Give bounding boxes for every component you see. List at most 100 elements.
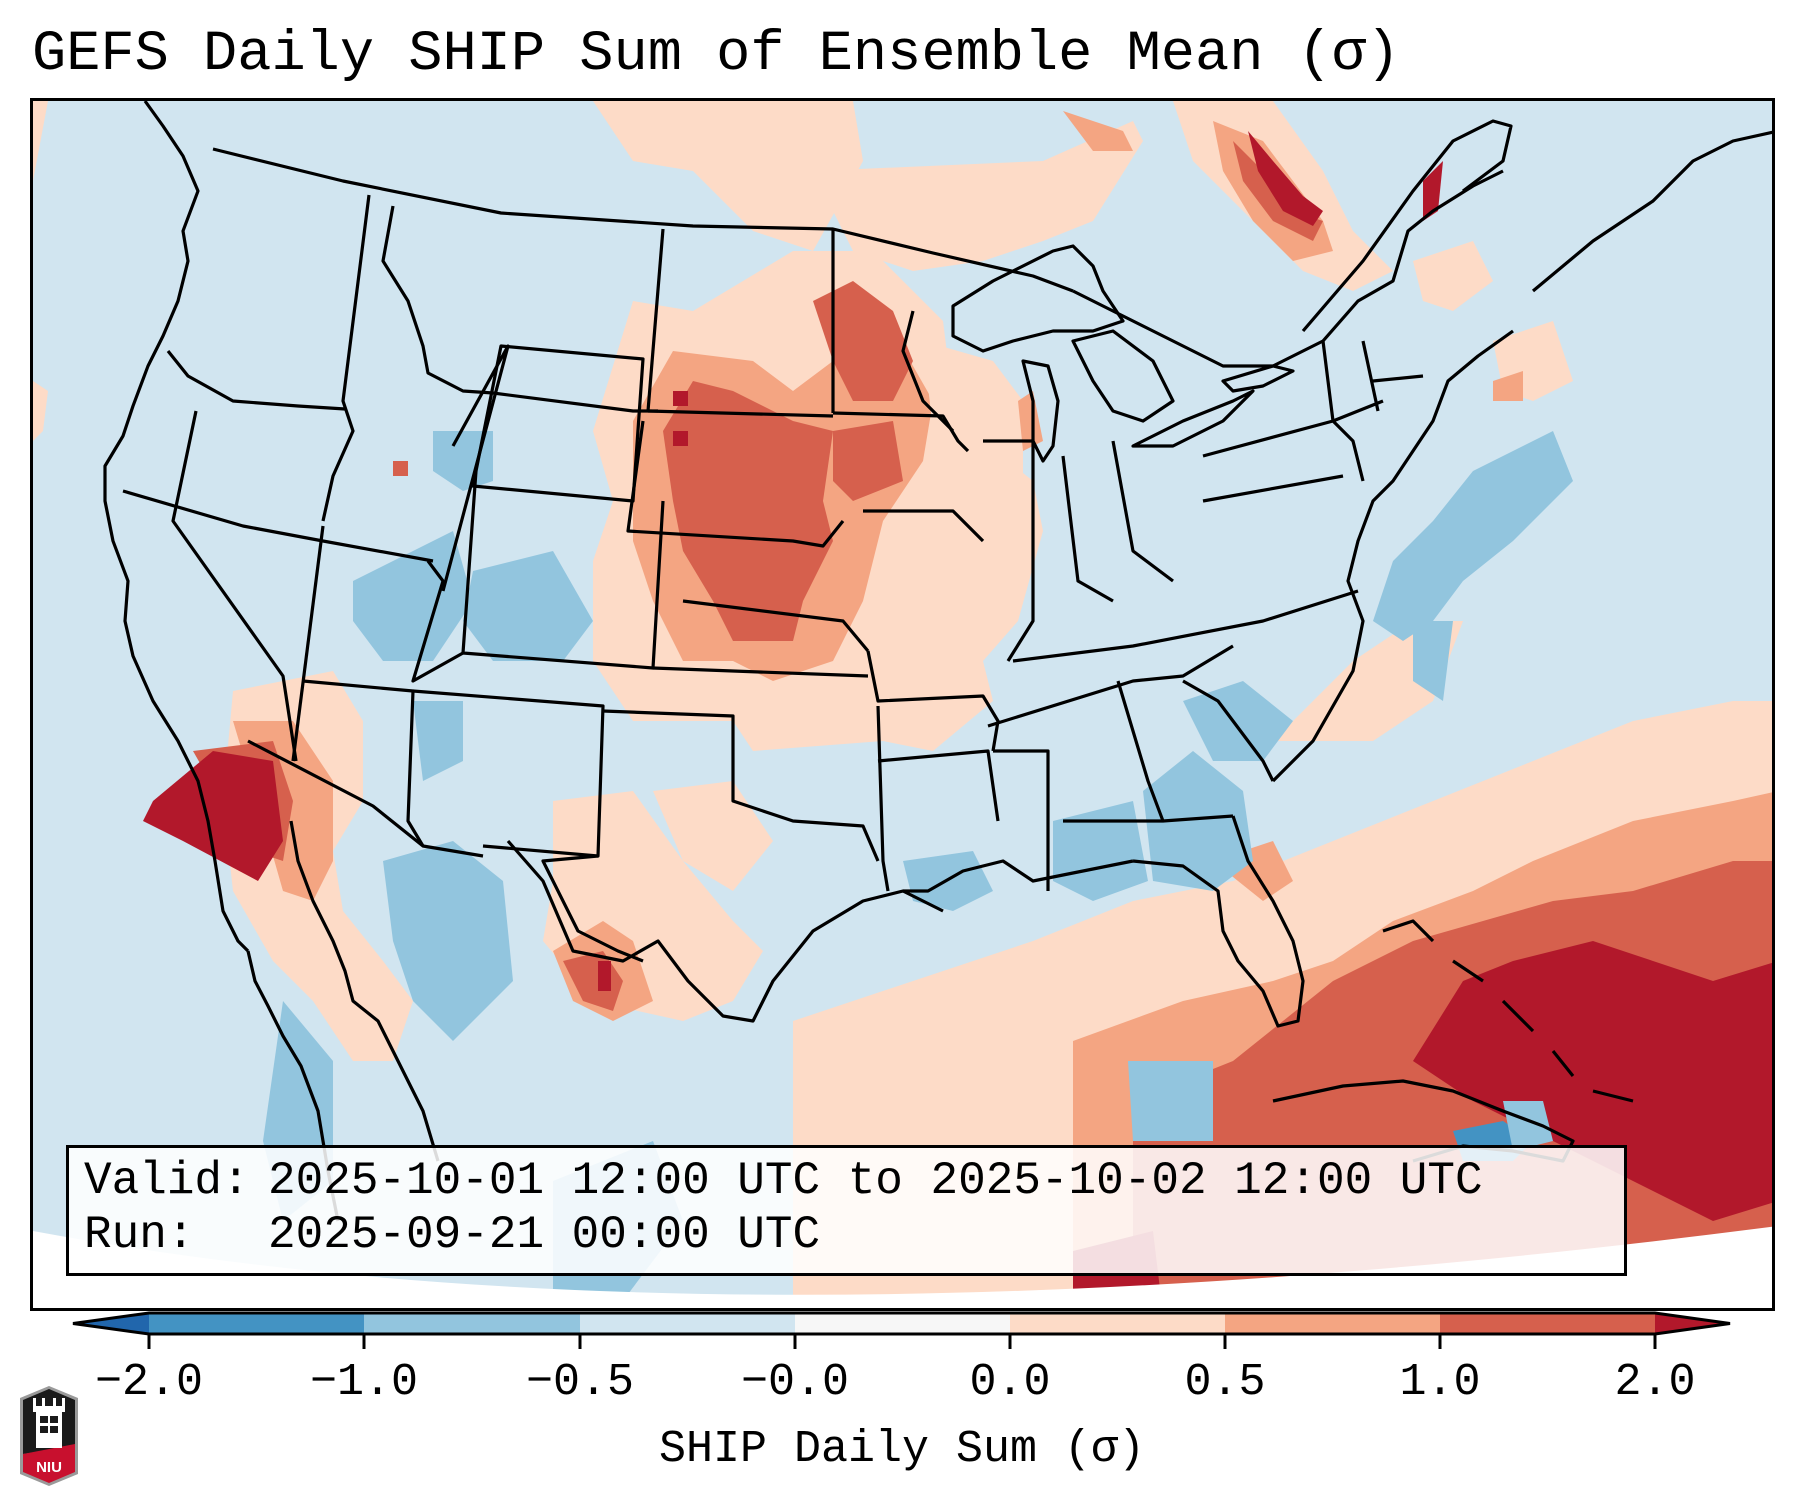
border-wa-or [166,350,346,411]
field-region [33,381,48,441]
run-line: Run: 2025-09-21 00:00 UTC [84,1208,1624,1262]
border-nm [412,689,605,858]
border-sd-ne [626,420,845,548]
field-region [353,531,473,661]
field-region [673,431,688,446]
colorbar-segment [795,1313,1010,1334]
colorbar-segment [580,1313,795,1334]
colorbar-segment [1225,1313,1440,1334]
border-ia-mo [863,509,985,543]
border-ga-fl [1063,814,1234,823]
field-region [833,421,903,501]
border-ut-nv [291,525,325,762]
border-in-oh [1061,455,1114,603]
anomaly-field [33,101,1772,1308]
field-region [1503,1101,1553,1151]
run-value: 2025-09-21 00:00 UTC [268,1209,821,1261]
border-az-south [247,739,484,858]
field-region [813,121,1143,271]
border-nv-ca [171,410,298,762]
coastline-nova-scotia [1531,130,1772,293]
valid-line: Valid: 2025-10-01 12:00 UTC to 2025-10-02… [84,1154,1624,1208]
field-region [1493,371,1523,401]
field-region [433,431,493,491]
field-region [1128,1061,1213,1141]
projection-domain-mask [33,1226,1772,1308]
border-id-mt [381,205,494,395]
border-ga-sc [1182,679,1275,782]
map-canvas [33,101,1772,1308]
colorbar-tick-label: −0.0 [740,1357,850,1408]
coastline-florida [1132,815,1305,1028]
colorbar-tick-label: 0.0 [969,1357,1051,1408]
valid-value: 2025-10-01 12:00 UTC to 2025-10-02 12:00… [268,1155,1483,1207]
lake-erie [1131,389,1255,448]
border-ar-la [877,749,1000,822]
lake-superior [951,244,1125,353]
colorbar-segment [1010,1313,1225,1334]
field-region [33,101,48,181]
niu-logo-icon: NIU [20,1386,78,1486]
field-region [653,781,773,891]
valid-label: Valid: [84,1155,250,1207]
border-co [461,470,665,670]
field-region [463,551,593,661]
border-mn-wi [901,310,955,433]
border-ne-states [1321,340,1424,423]
coastline-st-lawrence [1301,119,1513,333]
colorbar-tick-label: 2.0 [1614,1357,1696,1408]
border-tx-la [876,705,890,892]
colorbar-ticks [147,1334,1657,1349]
field-region [1413,941,1772,1221]
field-region [1413,241,1493,311]
state-borders [103,101,1772,1222]
border-ut [411,560,464,683]
field-region [593,101,863,251]
coastline-gulf-of-california [289,820,440,1162]
colorbar-tick-label: −2.0 [94,1357,204,1408]
border-ks-ok [652,666,869,678]
border-or-ca-nv [122,489,434,563]
border-ms-al [993,749,1050,891]
border-az-nm [302,679,425,847]
field-region [1248,131,1323,226]
border-ok-tx [602,709,880,862]
field-region [393,461,408,476]
field-region [663,381,833,641]
field-region [923,341,1023,521]
border-us-mexico-tx [541,854,644,963]
colorbar-tick-label: 1.0 [1399,1357,1481,1408]
field-region [1018,391,1043,451]
border-al-ga [1116,680,1165,822]
border-id-west [321,194,371,522]
border-mo [866,650,1000,752]
border-pa-south [1202,474,1344,503]
run-label: Run: [84,1209,195,1261]
colorbar-segments [72,1311,1731,1336]
colorbar-tick-label: −0.5 [525,1357,635,1408]
field-region [383,841,513,1041]
field-region [813,281,913,401]
border-nd-sd [647,409,834,418]
border-tx-coast [506,839,944,1023]
map-panel [30,98,1775,1311]
field-region [1373,431,1573,641]
lake-ontario [1221,364,1295,393]
coastline-bahamas [1382,919,1634,1103]
lake-michigan [1021,359,1060,463]
border-ky-tn [1012,589,1359,663]
field-region [673,391,688,406]
colorbar-segment [149,1313,364,1334]
colorbar-tick-label: 0.5 [1184,1357,1266,1408]
colorbar-segment [364,1313,580,1334]
border-pa-ny [1202,419,1365,482]
field-region [1183,681,1293,761]
field-region [1063,111,1133,151]
border-oh-pa [1111,440,1174,583]
logo-text: NIU [36,1459,62,1476]
coastline-west [103,101,250,953]
colorbar-segment [1440,1313,1655,1334]
field-region [1053,801,1148,901]
border-tn-south [987,644,1234,728]
border-ne-ks [682,599,870,653]
